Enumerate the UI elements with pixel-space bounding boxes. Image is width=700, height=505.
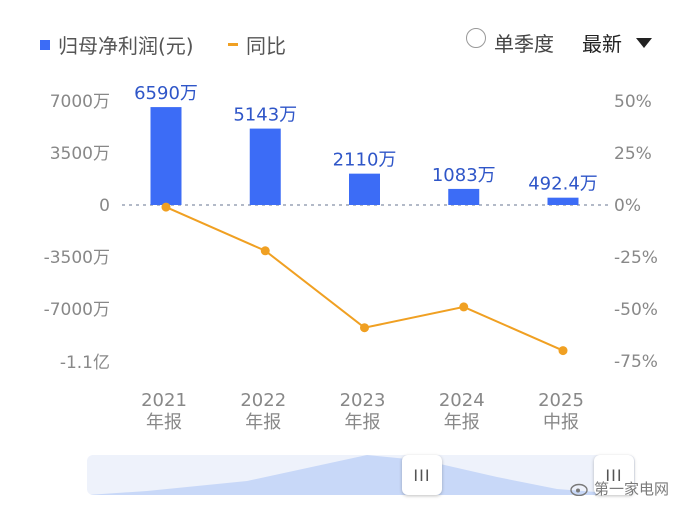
line-point-yoy [459, 302, 469, 312]
legend-item-net-profit[interactable]: 归母净利润(元) [40, 30, 194, 59]
x-axis-year-label: 2022 [240, 390, 286, 411]
right-axis-tick-label: 25% [614, 144, 652, 164]
right-axis-tick-label: 50% [614, 92, 652, 112]
legend-label-yoy: 同比 [246, 34, 286, 58]
left-axis-tick-label: 3500万 [50, 144, 110, 164]
left-axis-tick-label: 0 [99, 196, 110, 216]
line-point-yoy [558, 346, 568, 356]
x-axis-year-label: 2024 [439, 390, 485, 411]
bar-net-profit [249, 128, 281, 205]
left-axis-tick-label: -7000万 [44, 300, 110, 320]
quarter-toggle-label[interactable]: 单季度 [494, 32, 554, 56]
line-point-yoy [260, 246, 270, 256]
bar-net-profit [150, 107, 182, 205]
left-axis-tick-label: -3500万 [44, 248, 110, 268]
line-swatch-icon [228, 43, 238, 46]
range-slider-track[interactable] [87, 455, 635, 495]
sort-dropdown-value: 最新 [582, 32, 622, 56]
slider-handle-left[interactable]: III [402, 455, 442, 495]
bar-net-profit [349, 173, 380, 205]
x-axis-period-label: 年报 [345, 412, 381, 433]
bar-data-label: 492.4万 [528, 174, 598, 195]
bar-data-label: 6590万 [134, 83, 198, 104]
slider-handle-right[interactable]: III [594, 455, 634, 495]
bar-net-profit [448, 188, 480, 205]
x-axis-period-label: 中报 [543, 412, 579, 433]
line-point-yoy [360, 323, 369, 333]
right-axis-tick-label: -75% [614, 352, 658, 372]
right-axis-tick-label: -25% [614, 248, 658, 268]
right-axis-tick-label: 0% [614, 196, 641, 216]
line-point-yoy [161, 202, 171, 212]
caret-down-icon [636, 37, 652, 48]
x-axis-period-label: 年报 [245, 412, 281, 433]
x-axis-period-label: 年报 [444, 412, 480, 433]
quarter-radio[interactable] [466, 28, 486, 48]
slider-preview-area [87, 455, 635, 495]
right-axis-tick-label: -50% [614, 300, 658, 320]
left-axis-tick-label: -1.1亿 [60, 353, 110, 373]
bar-data-label: 5143万 [233, 105, 297, 126]
x-axis-year-label: 2025 [538, 390, 584, 411]
watermark: 第一家电网 [570, 478, 669, 499]
left-axis-tick-label: 7000万 [50, 92, 110, 112]
bar-net-profit [547, 197, 579, 205]
sort-dropdown[interactable]: 最新 [582, 28, 652, 57]
chart-legend: 归母净利润(元) 同比 [0, 22, 700, 62]
x-axis-year-label: 2023 [340, 390, 386, 411]
x-axis-period-label: 年报 [146, 412, 182, 433]
bar-swatch-icon [40, 39, 50, 50]
legend-label-net-profit: 归母净利润(元) [58, 34, 194, 58]
legend-item-yoy[interactable]: 同比 [228, 30, 286, 59]
weibo-logo-icon [570, 483, 588, 496]
bar-data-label: 2110万 [333, 150, 397, 171]
bar-data-label: 1083万 [432, 165, 496, 186]
x-axis-year-label: 2021 [141, 390, 187, 411]
watermark-text: 第一家电网 [594, 480, 670, 498]
